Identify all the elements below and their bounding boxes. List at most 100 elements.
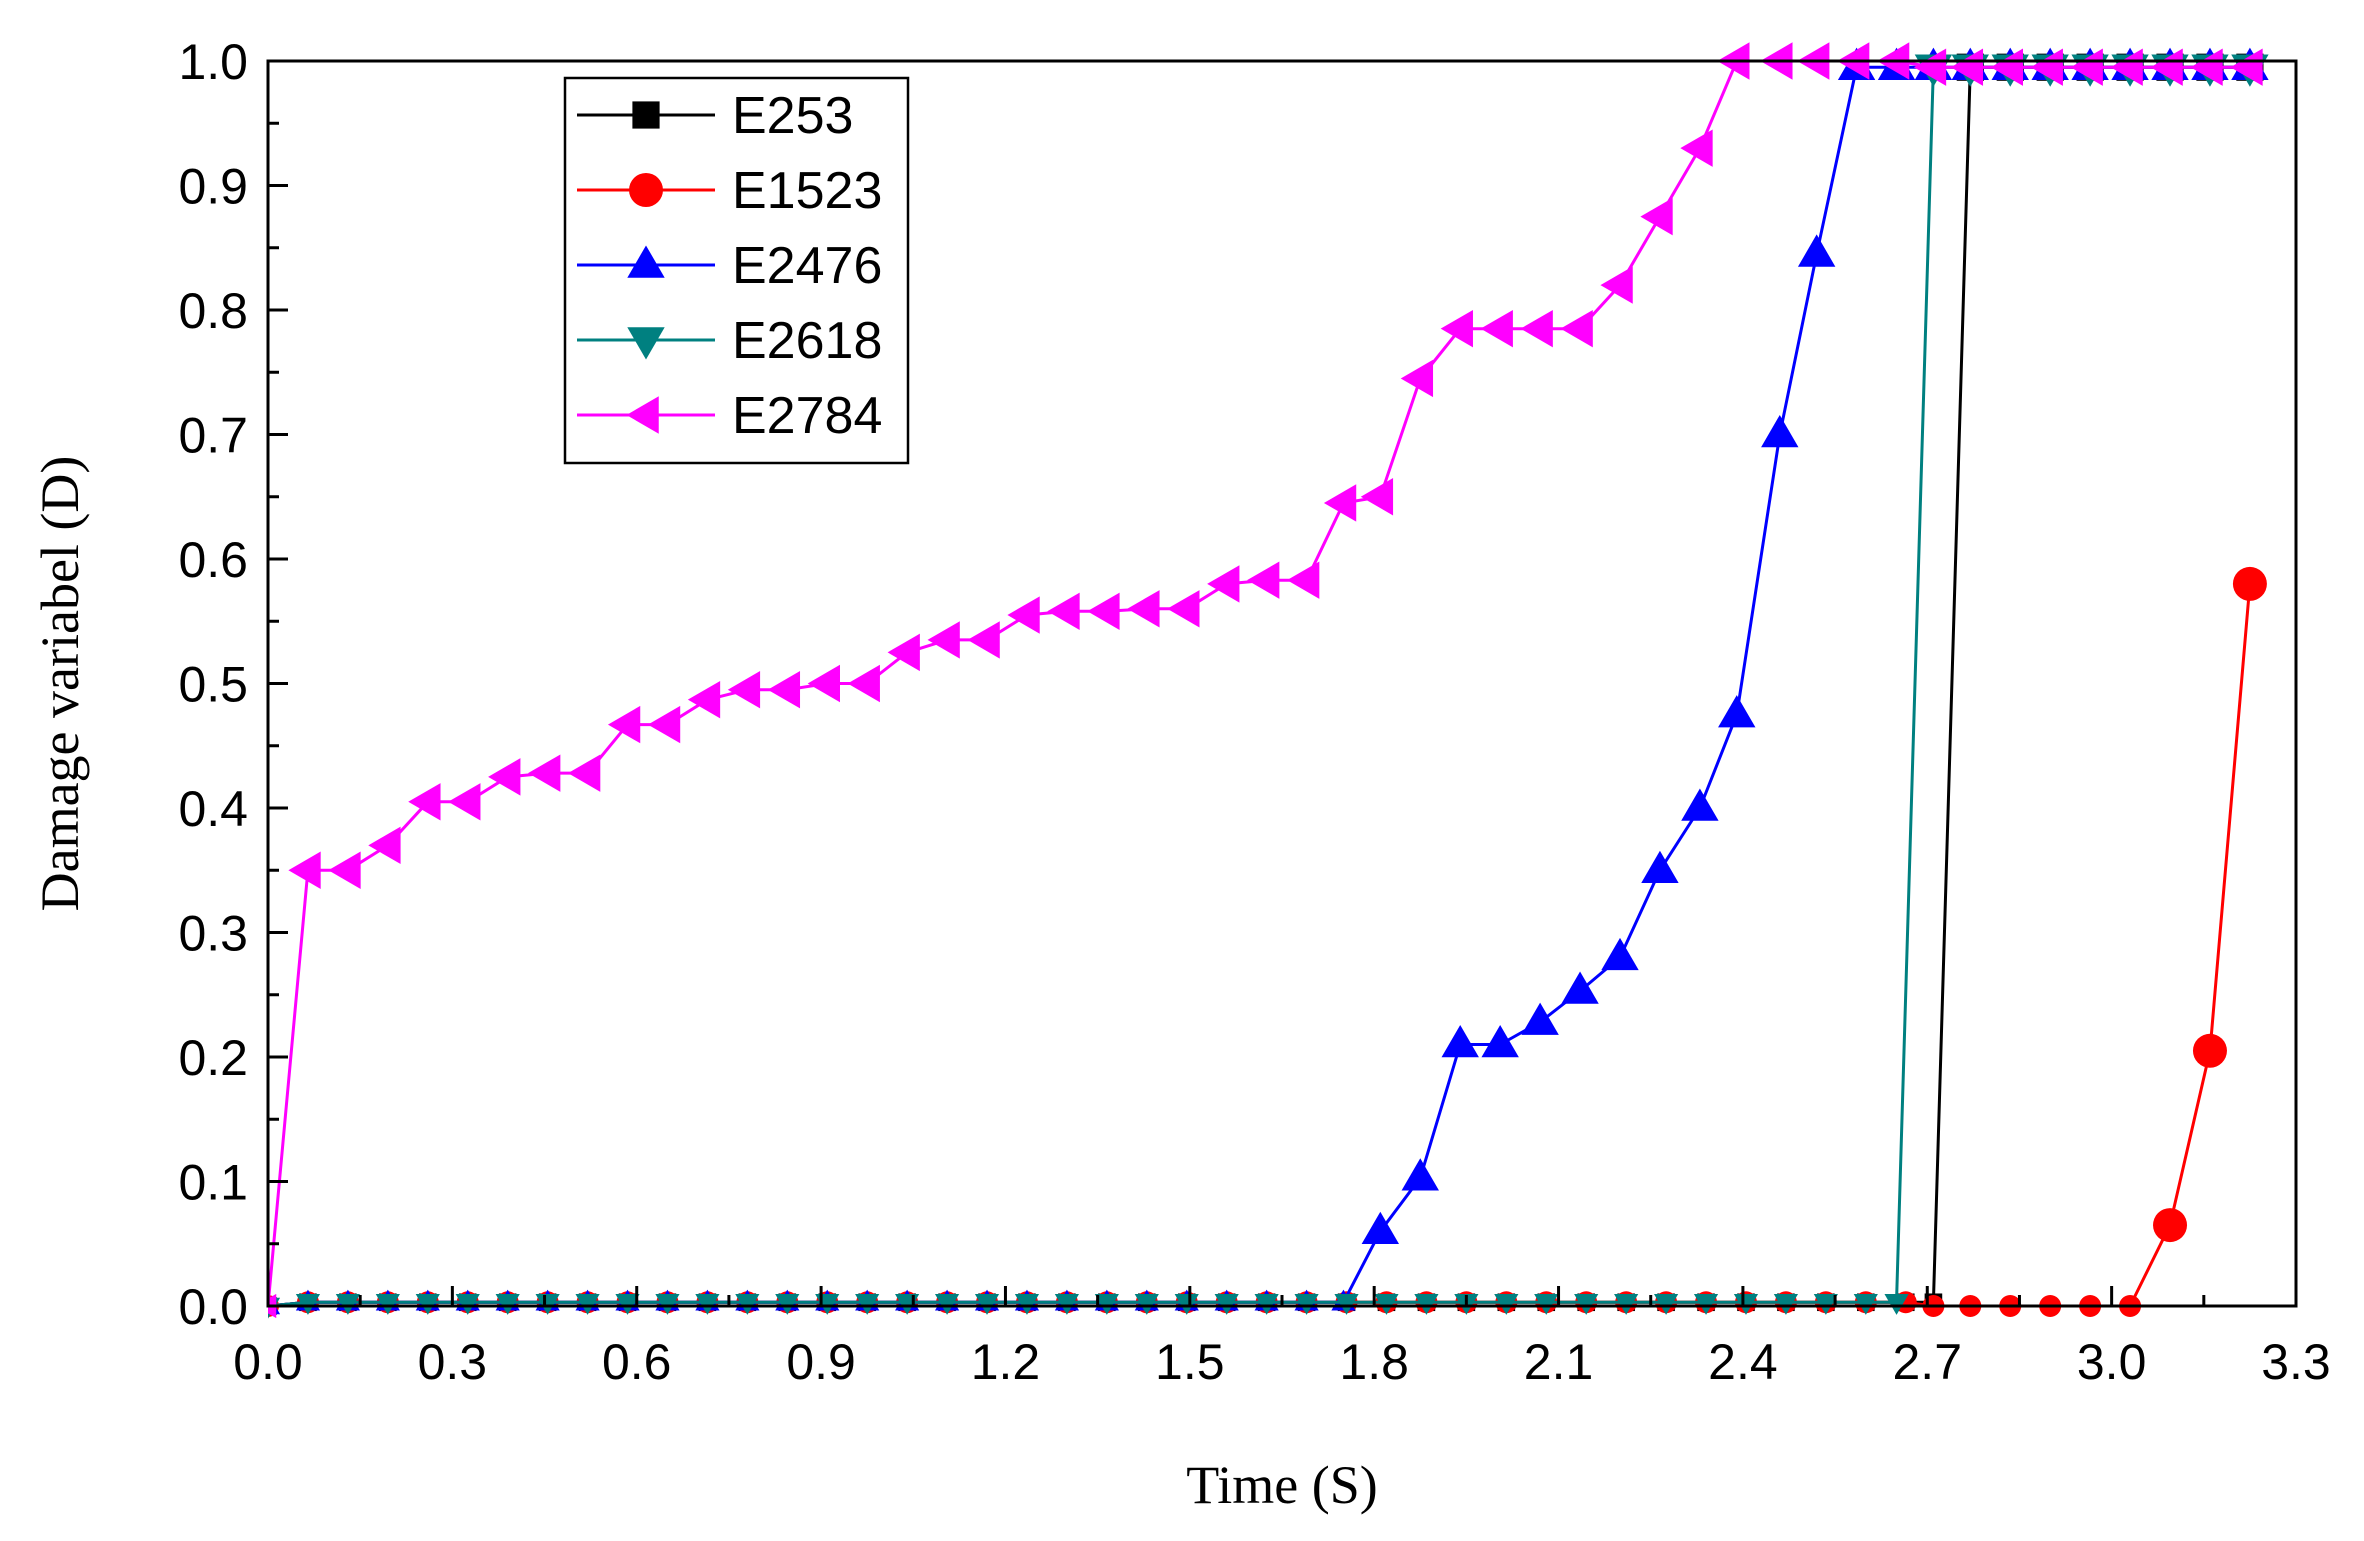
data-point-e2784 bbox=[1400, 359, 1434, 398]
data-point-e2784 bbox=[1287, 561, 1320, 599]
data-point-e2784 bbox=[368, 826, 401, 865]
y-axis: 0.0 0.1 0.2 0.3 0.4 0.5 0.6 0.7 0.8 0.9 1.0 bbox=[178, 34, 288, 1335]
data-point-e2784 bbox=[1640, 197, 1673, 236]
data-point-e2618 bbox=[1054, 1294, 1080, 1315]
series-e253 bbox=[268, 53, 2264, 1315]
y-tick-label: 1.0 bbox=[178, 34, 248, 90]
x-tick-label: 3.3 bbox=[2261, 1334, 2331, 1390]
data-point-e2618 bbox=[1214, 1294, 1239, 1315]
data-point-e2618 bbox=[1014, 1294, 1040, 1315]
data-point-e2618 bbox=[1884, 1294, 1909, 1315]
data-point-e1523 bbox=[2153, 1208, 2188, 1243]
series-layer bbox=[268, 42, 2269, 1319]
data-point-e2618 bbox=[1653, 1294, 1679, 1315]
y-tick-label: 0.9 bbox=[178, 159, 248, 215]
data-point-e2476 bbox=[1761, 414, 1799, 448]
data-point-e2784 bbox=[887, 633, 920, 672]
legend-item-e2476: E2476 bbox=[577, 237, 882, 295]
data-point-e2784 bbox=[568, 754, 601, 792]
data-point-e2784 bbox=[1323, 484, 1357, 522]
data-point-e2618 bbox=[1693, 1294, 1719, 1315]
data-point-e1523 bbox=[2232, 566, 2267, 601]
data-point-e2618 bbox=[855, 1294, 880, 1315]
data-point-e2784 bbox=[927, 621, 960, 659]
data-point-e2618 bbox=[934, 1294, 960, 1315]
y-tick-label: 0.7 bbox=[178, 408, 248, 464]
legend-box bbox=[563, 76, 910, 465]
data-point-e2618 bbox=[1853, 1294, 1878, 1315]
legend-marker bbox=[632, 101, 660, 129]
legend-item-e2618: E2618 bbox=[577, 312, 882, 370]
data-point-e2784 bbox=[1127, 590, 1160, 628]
data-point-e2784 bbox=[967, 621, 1000, 659]
x-tick-label: 1.8 bbox=[1339, 1334, 1409, 1390]
data-point-e2784 bbox=[1247, 561, 1280, 599]
legend-marker bbox=[626, 396, 659, 434]
x-axis: 0.0 0.3 0.6 0.9 1.2 1.5 1.8 2.1 2.4 2.7 3.0 3.3 bbox=[233, 1286, 2331, 1390]
legend-marker bbox=[627, 245, 665, 278]
x-tick-label: 2.4 bbox=[1708, 1334, 1778, 1390]
x-tick-label: 2.7 bbox=[1893, 1334, 1963, 1390]
data-point-e2784 bbox=[607, 705, 641, 744]
data-point-e2784 bbox=[2110, 48, 2143, 86]
legend-item-e2784: E2784 bbox=[577, 387, 882, 445]
x-tick-label: 0.3 bbox=[418, 1334, 488, 1390]
data-point-e2618 bbox=[615, 1294, 640, 1315]
data-point-e2618 bbox=[1374, 1294, 1399, 1315]
data-point-e2618 bbox=[1174, 1294, 1199, 1315]
series-e2618 bbox=[268, 54, 2269, 1319]
x-tick-label: 1.2 bbox=[971, 1334, 1041, 1390]
data-point-e2784 bbox=[2190, 48, 2223, 86]
data-point-e2618 bbox=[1254, 1294, 1279, 1315]
data-point-e2784 bbox=[1207, 565, 1240, 603]
y-tick-label: 0.1 bbox=[178, 1155, 248, 1211]
legend-label: E2476 bbox=[732, 237, 882, 295]
x-tick-label: 2.1 bbox=[1524, 1334, 1594, 1390]
data-point-e2476 bbox=[1481, 1025, 1519, 1058]
y-tick-label: 0.4 bbox=[178, 781, 248, 837]
legend-item-e1523: E1523 bbox=[577, 162, 882, 220]
data-point-e2784 bbox=[448, 783, 481, 821]
data-point-e2618 bbox=[535, 1294, 560, 1315]
y-axis-title: Damage variabel (D) bbox=[30, 456, 90, 912]
data-point-e2476 bbox=[1401, 1158, 1439, 1191]
data-point-e2784 bbox=[847, 664, 880, 703]
data-point-e2784 bbox=[1680, 129, 1713, 167]
y-tick-label: 0.2 bbox=[178, 1030, 248, 1086]
x-axis-title: Time (S) bbox=[1186, 1455, 1378, 1515]
data-point-e2784 bbox=[288, 851, 321, 889]
data-point-e1523 bbox=[2192, 1033, 2227, 1068]
data-point-e2618 bbox=[375, 1294, 400, 1315]
data-point-e2784 bbox=[408, 783, 441, 821]
data-point-e2618 bbox=[1733, 1294, 1759, 1315]
series-e1523 bbox=[268, 566, 2267, 1317]
data-point-e2618 bbox=[735, 1294, 760, 1315]
y-tick-label: 0.8 bbox=[178, 283, 248, 339]
data-point-e2784 bbox=[807, 664, 840, 703]
data-point-e2784 bbox=[328, 851, 361, 889]
legend-label: E253 bbox=[732, 87, 853, 145]
data-point-e2476 bbox=[1718, 695, 1756, 728]
data-point-e2476 bbox=[1361, 1211, 1400, 1245]
data-point-e2784 bbox=[1167, 590, 1200, 628]
data-point-e2476 bbox=[1681, 788, 1719, 821]
data-point-e2618 bbox=[974, 1294, 1000, 1315]
y-tick-label: 0.0 bbox=[178, 1279, 248, 1335]
x-tick-label: 3.0 bbox=[2077, 1334, 2147, 1390]
data-point-e2618 bbox=[1094, 1294, 1119, 1315]
data-point-e2784 bbox=[1360, 478, 1394, 516]
data-point-e2476 bbox=[1797, 234, 1836, 267]
x-tick-label: 0.0 bbox=[233, 1334, 303, 1390]
data-point-e2784 bbox=[1950, 48, 1984, 86]
series-e2784 bbox=[268, 42, 2263, 1319]
data-point-e2784 bbox=[1913, 48, 1947, 86]
data-point-e2618 bbox=[655, 1294, 680, 1315]
legend-marker bbox=[629, 173, 663, 207]
data-point-e2476 bbox=[1521, 1002, 1559, 1035]
data-point-e2784 bbox=[1047, 592, 1080, 630]
legend-marker bbox=[627, 327, 665, 360]
data-point-e2784 bbox=[1560, 309, 1593, 348]
legend-label: E2784 bbox=[732, 387, 882, 445]
data-point-e2618 bbox=[335, 1294, 360, 1315]
